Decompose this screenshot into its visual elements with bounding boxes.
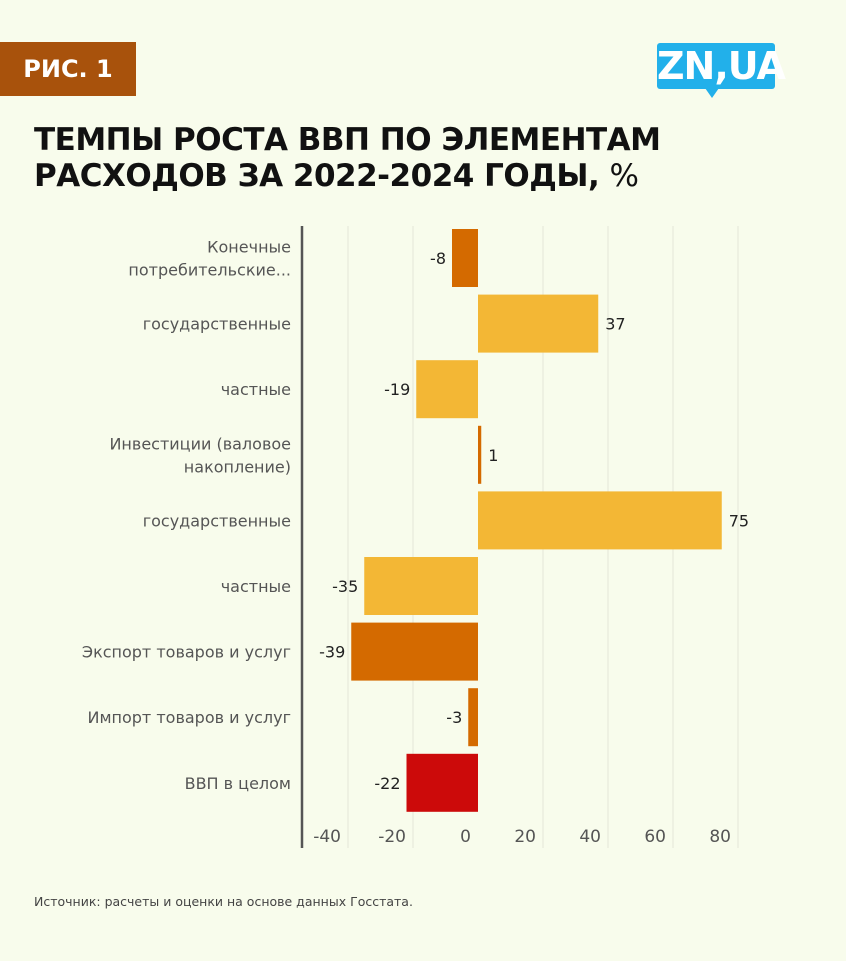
bar — [478, 294, 599, 353]
bar — [452, 229, 478, 287]
bar — [468, 688, 478, 747]
data-label: -19 — [384, 380, 410, 399]
x-tick-label: 80 — [709, 827, 731, 847]
title-unit: % — [609, 158, 639, 194]
data-label: -8 — [430, 249, 446, 268]
bar — [416, 360, 478, 419]
category-label: Импорт товаров и услуг — [87, 708, 291, 727]
bar — [478, 425, 482, 484]
zn-ua-logo[interactable]: ZN,UA — [657, 43, 786, 98]
data-label: -22 — [374, 774, 400, 793]
bar — [406, 753, 478, 812]
x-tick-label: 0 — [460, 827, 471, 847]
category-label: государственные — [143, 511, 291, 530]
data-label: 1 — [488, 446, 498, 465]
title-line-1: ТЕМПЫ РОСТА ВВП ПО ЭЛЕМЕНТАМ — [34, 122, 661, 158]
figure-badge: РИС. 1 — [0, 42, 136, 96]
x-tick-label: 60 — [644, 827, 666, 847]
bar — [478, 491, 722, 550]
category-label: Конечные — [207, 238, 291, 257]
category-label: государственные — [143, 315, 291, 334]
category-label: накопление) — [184, 457, 291, 476]
x-tick-label: 20 — [514, 827, 536, 847]
data-label: -35 — [332, 577, 358, 596]
data-label: 37 — [605, 315, 625, 334]
x-tick-label: 40 — [579, 827, 601, 847]
category-label: Экспорт товаров и услуг — [82, 643, 291, 662]
category-label: частные — [221, 380, 291, 399]
data-label: -39 — [319, 643, 345, 662]
source-note: Источник: расчеты и оценки на основе дан… — [34, 894, 413, 909]
category-label: Инвестиции (валовое — [109, 434, 291, 453]
x-tick-label: -20 — [378, 827, 406, 847]
bar — [364, 557, 478, 615]
chart-title: ТЕМПЫ РОСТА ВВП ПО ЭЛЕМЕНТАМ РАСХОДОВ ЗА… — [34, 122, 661, 194]
category-label: ВВП в целом — [185, 774, 291, 793]
title-line-2: РАСХОДОВ ЗА 2022-2024 ГОДЫ, — [34, 158, 600, 194]
data-label: 75 — [729, 511, 749, 530]
category-label: частные — [221, 577, 291, 596]
bar — [351, 622, 478, 681]
data-label: -3 — [446, 708, 462, 727]
category-label: потребительские... — [128, 261, 291, 280]
x-tick-label: -40 — [313, 827, 341, 847]
